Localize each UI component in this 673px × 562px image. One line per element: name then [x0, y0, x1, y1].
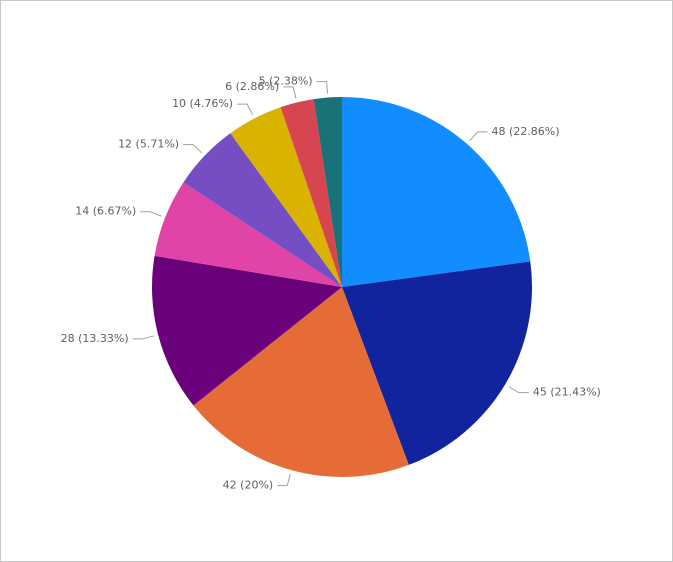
data-label: 45 (21.43%): [533, 386, 601, 399]
data-label: 42 (20%): [223, 479, 274, 492]
leader-line: [132, 335, 155, 340]
data-label: 6 (2.86%): [225, 80, 279, 93]
data-label: 12 (5.71%): [118, 138, 179, 151]
data-label: 5 (2.38%): [259, 75, 313, 88]
data-label: 28 (13.33%): [61, 332, 129, 345]
leader-line: [316, 81, 329, 94]
leader-line: [469, 131, 488, 142]
pie-slice: [154, 182, 342, 287]
data-label: 10 (4.76%): [172, 97, 233, 110]
data-label: 14 (6.67%): [75, 205, 136, 218]
pie-slice: [342, 261, 532, 465]
pie-slice: [280, 99, 342, 287]
leader-line: [140, 211, 162, 217]
pie-slice: [313, 97, 342, 287]
pie-slice: [151, 255, 342, 406]
leader-line: [183, 144, 203, 154]
leader-line: [277, 473, 291, 487]
leader-line: [283, 86, 297, 99]
data-label: 48 (22.86%): [492, 125, 560, 138]
leader-line: [508, 386, 529, 394]
pie-slice: [342, 97, 531, 287]
pie-slice: [230, 107, 342, 287]
leader-line: [237, 103, 254, 116]
pie-slice: [193, 287, 409, 477]
pie-slice: [183, 133, 342, 287]
